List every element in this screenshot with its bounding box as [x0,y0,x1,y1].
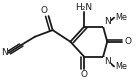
Text: Me: Me [115,13,127,22]
Text: N: N [104,57,111,66]
Text: H₂N: H₂N [75,2,93,12]
Text: N: N [104,17,111,26]
Text: O: O [124,37,131,46]
Text: O: O [40,6,47,15]
Text: N: N [1,48,8,57]
Text: O: O [80,70,88,79]
Text: Me: Me [115,62,127,71]
